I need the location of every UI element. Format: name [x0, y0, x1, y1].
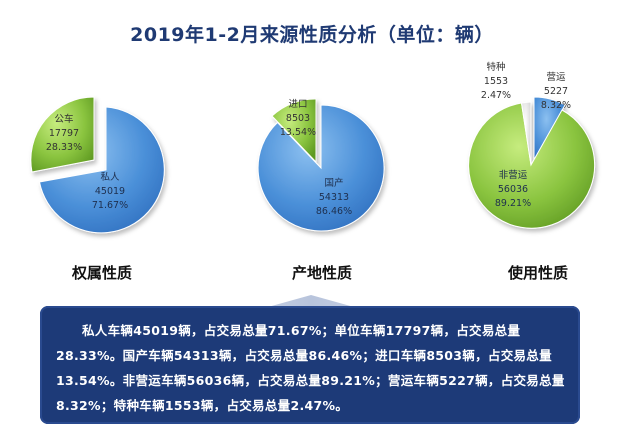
label-special-percent: 2.47%: [481, 90, 511, 101]
label-domestic-name: 国产: [324, 177, 343, 189]
caption-ownership: 权属性质: [71, 264, 132, 282]
label-special-value: 1553: [484, 76, 508, 87]
label-noncommercial-percent: 89.21%: [495, 198, 531, 209]
pie-origin: [257, 98, 385, 232]
slice-import: [271, 98, 317, 164]
label-import-value: 8503: [286, 113, 310, 124]
label-public-name: 公车: [54, 113, 73, 125]
label-private-name: 私人: [100, 172, 120, 183]
slice-commercial: [533, 96, 566, 162]
label-noncommercial-value: 56036: [498, 184, 528, 195]
pie-ownership: [30, 96, 165, 234]
label-private-value: 45019: [95, 186, 125, 197]
label-noncommercial-name: 非营运: [499, 169, 528, 181]
label-commercial-percent: 8.32%: [541, 100, 571, 111]
slice-domestic: [257, 104, 385, 232]
pie-charts: 公车 17797 28.33% 私人 45019 71.67% 进口 8503 …: [30, 61, 596, 234]
label-commercial-name: 营运: [546, 71, 566, 83]
summary-box: [40, 306, 580, 424]
slice-public: [30, 96, 95, 173]
caption-origin: 产地性质: [291, 264, 352, 282]
page-title: 2019年1-2月来源性质分析（单位：辆）: [130, 24, 494, 46]
note-header-band: [28, 295, 594, 307]
label-import-percent: 13.54%: [280, 127, 316, 138]
slice-special: [520, 101, 532, 166]
label-commercial-value: 5227: [544, 86, 568, 97]
label-public-percent: 28.33%: [46, 142, 82, 153]
label-special-name: 特种: [486, 61, 505, 73]
label-public-value: 17797: [49, 128, 79, 139]
slice-noncommercial: [468, 102, 596, 229]
pie-usage: [468, 96, 596, 229]
label-domestic-value: 54313: [319, 192, 349, 203]
summary-text: 私人车辆45019辆，占交易总量71.67%；单位车辆17797辆，占交易总量2…: [56, 323, 565, 413]
label-domestic-percent: 86.46%: [316, 206, 352, 217]
label-import-name: 进口: [288, 99, 307, 110]
label-private-percent: 71.67%: [92, 200, 128, 211]
caption-usage: 使用性质: [507, 264, 568, 282]
slice-private: [38, 106, 165, 234]
